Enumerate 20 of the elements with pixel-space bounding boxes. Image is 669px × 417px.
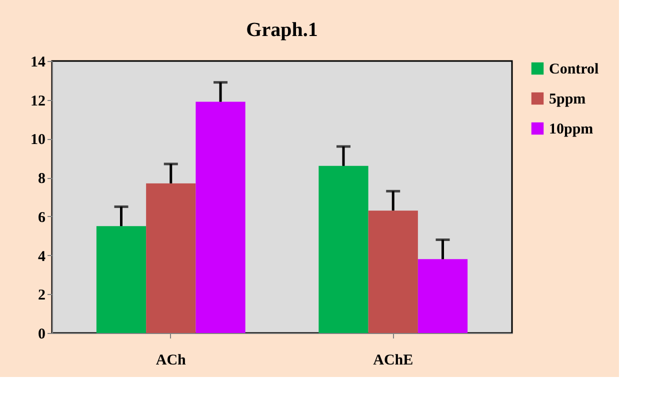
y-tick-label: 14 (30, 54, 46, 70)
bar (146, 183, 196, 333)
bar (318, 166, 368, 333)
y-tick-label: 6 (38, 210, 46, 226)
legend-label: 10ppm (549, 122, 594, 138)
x-tick-label: AChE (373, 352, 414, 368)
y-tick-label: 0 (38, 326, 46, 342)
bar (368, 210, 418, 333)
y-tick-label: 10 (30, 132, 46, 148)
bar (196, 102, 246, 333)
y-tick-label: 12 (30, 93, 46, 110)
legend-label: Control (549, 62, 599, 78)
bar (418, 259, 468, 333)
y-tick-label: 4 (38, 248, 46, 265)
y-tick-label: 8 (38, 171, 46, 188)
chart-title: Graph.1 (246, 19, 318, 41)
legend-label: 5ppm (549, 92, 586, 108)
bar (96, 226, 146, 333)
y-tick-label: 2 (38, 288, 46, 304)
x-tick-label: ACh (156, 352, 187, 368)
